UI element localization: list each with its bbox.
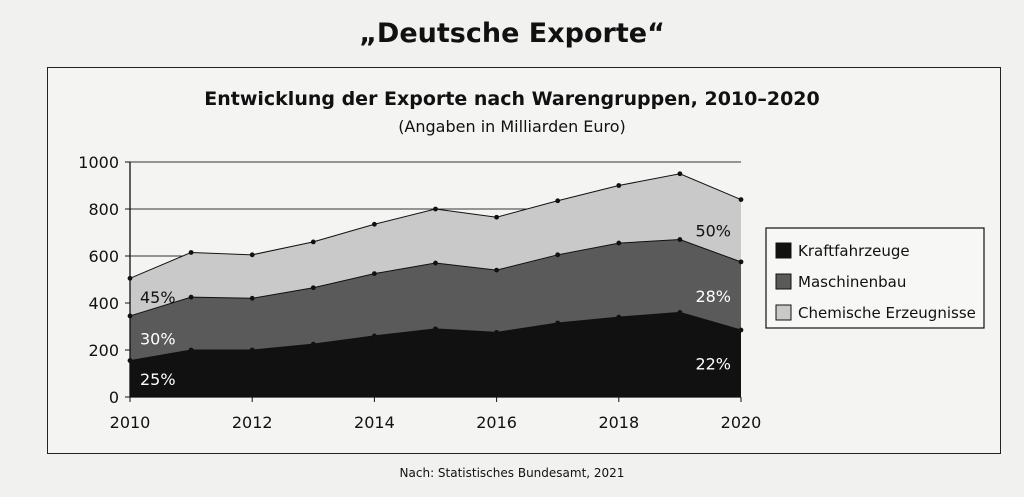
x-tick-label: 2020 [721,413,762,432]
x-tick-label: 2016 [476,413,517,432]
data-point [616,183,622,188]
y-tick-label: 200 [88,341,119,360]
data-point [188,347,194,353]
percentage-label: 50% [695,222,731,241]
percentage-label: 22% [695,355,731,374]
legend-label: Maschinenbau [798,273,906,291]
y-tick-label: 600 [88,247,119,266]
data-point [372,271,377,277]
legend-swatch [775,273,792,290]
data-point [433,260,438,266]
chart-subtitle: (Angaben in Milliarden Euro) [398,117,626,136]
percentage-label: 25% [140,370,176,389]
x-tick-label: 2018 [598,413,639,432]
data-point [433,206,438,212]
y-tick-label: 400 [88,294,119,313]
x-tick-label: 2012 [232,413,273,432]
data-point [188,250,194,255]
data-point [249,252,255,258]
data-point [310,285,316,291]
legend-swatch [775,304,792,321]
legend-label: Chemische Erzeugnisse [798,304,976,322]
data-point [188,294,194,300]
area-maschinenbau [130,239,741,361]
source-note: Nach: Statistisches Bundesamt, 2021 [399,466,625,480]
y-tick-label: 0 [109,388,119,407]
data-point [433,326,438,332]
x-tick-label: 2010 [110,413,151,432]
data-point [738,327,744,333]
data-point [372,333,377,339]
data-point [738,197,744,203]
data-point [555,320,561,326]
page-title: „Deutsche Exporte“ [359,18,665,49]
data-point [310,341,316,347]
percentage-label: 28% [695,287,731,306]
y-tick-label: 800 [88,200,119,219]
legend-label: Kraftfahrzeuge [798,242,910,260]
legend-swatch [775,242,792,259]
percentage-label: 30% [140,329,176,348]
x-tick-label: 2014 [354,413,395,432]
data-point [555,252,561,258]
data-point [555,198,561,204]
area-chemische-erzeugnisse [130,173,741,316]
data-point [494,214,499,220]
data-point [738,259,744,265]
data-point [494,329,499,335]
area-kraftfahrzeuge [130,312,741,397]
data-point [616,314,622,320]
data-point [494,267,499,273]
percentage-label: 45% [140,288,176,307]
y-tick-label: 1000 [78,153,119,172]
data-point [372,221,377,227]
data-point [249,347,255,353]
data-point [310,239,316,245]
data-point [249,295,255,301]
data-point [677,310,683,315]
data-point [677,237,683,242]
legend-box [765,227,985,329]
data-point [616,240,622,246]
chart-title: Entwicklung der Exporte nach Warengruppe… [204,88,820,110]
data-point [677,171,683,177]
